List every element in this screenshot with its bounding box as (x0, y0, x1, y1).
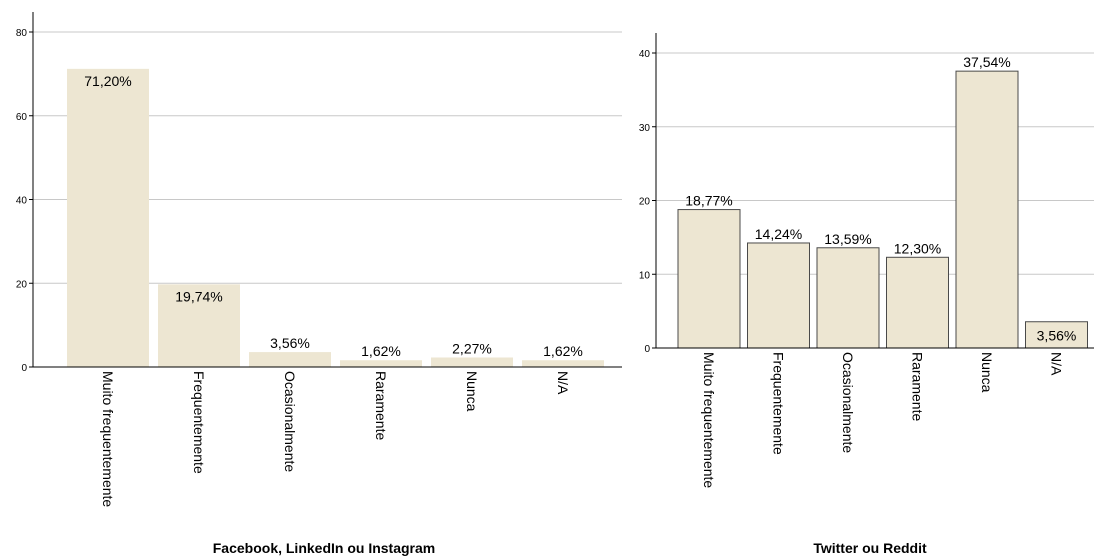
chart-title: Twitter ou Reddit (813, 540, 927, 556)
bar (522, 360, 604, 367)
data-label: 2,27% (452, 340, 492, 356)
y-tick-label: 20 (16, 279, 28, 290)
category-label: N/A (555, 371, 571, 395)
category-label: Nunca (979, 352, 995, 393)
category-label: Frequentemente (191, 371, 207, 474)
chart-twitter-reddit: Twitter ou Reddit 0 10 20 30 40 18,77% Muito f… (639, 33, 1094, 556)
category-label: Nunca (464, 371, 480, 412)
category-label: Frequentemente (771, 352, 787, 455)
data-label: 14,24% (755, 226, 802, 242)
y-tick-label: 0 (21, 363, 27, 374)
y-tick-label: 10 (639, 270, 651, 281)
bar (249, 352, 331, 367)
data-label: 1,62% (543, 343, 583, 359)
category-label: Muito frequentemente (100, 371, 116, 507)
bar (677, 209, 741, 349)
bar (747, 242, 810, 349)
bar (955, 70, 1019, 349)
data-label: 12,30% (894, 240, 941, 256)
chart-title: Facebook, LinkedIn ou Instagram (213, 540, 435, 556)
bar (431, 357, 513, 367)
data-label: 37,54% (963, 54, 1010, 70)
category-label: Ocasionalmente (840, 352, 856, 453)
chart-facebook-linkedin-instagram: Facebook, LinkedIn ou Instagram 0 20 40 60 8… (16, 12, 622, 556)
bar (886, 256, 949, 349)
data-label: 71,20% (84, 73, 131, 89)
y-tick-label: 60 (16, 112, 28, 123)
category-label: Ocasionalmente (282, 371, 298, 472)
y-tick-label: 30 (639, 123, 651, 134)
bar (67, 68, 149, 367)
y-tick-label: 0 (644, 344, 650, 355)
category-label: Raramente (373, 371, 389, 440)
bar (340, 360, 422, 367)
y-tick-label: 20 (639, 197, 651, 208)
category-label: Raramente (910, 352, 926, 421)
bar (158, 284, 240, 367)
data-label: 3,56% (270, 335, 310, 351)
data-label: 19,74% (175, 288, 222, 304)
bar (816, 247, 880, 349)
category-label: N/A (1049, 352, 1065, 376)
category-label: Muito frequentemente (701, 352, 717, 488)
y-tick-label: 80 (16, 28, 28, 39)
y-tick-label: 40 (639, 49, 651, 60)
data-label: 1,62% (361, 343, 401, 359)
data-label: 3,56% (1037, 328, 1077, 344)
bar (1025, 321, 1088, 349)
data-label: 13,59% (824, 231, 871, 247)
y-tick-label: 40 (16, 196, 28, 207)
data-label: 18,77% (685, 193, 732, 209)
